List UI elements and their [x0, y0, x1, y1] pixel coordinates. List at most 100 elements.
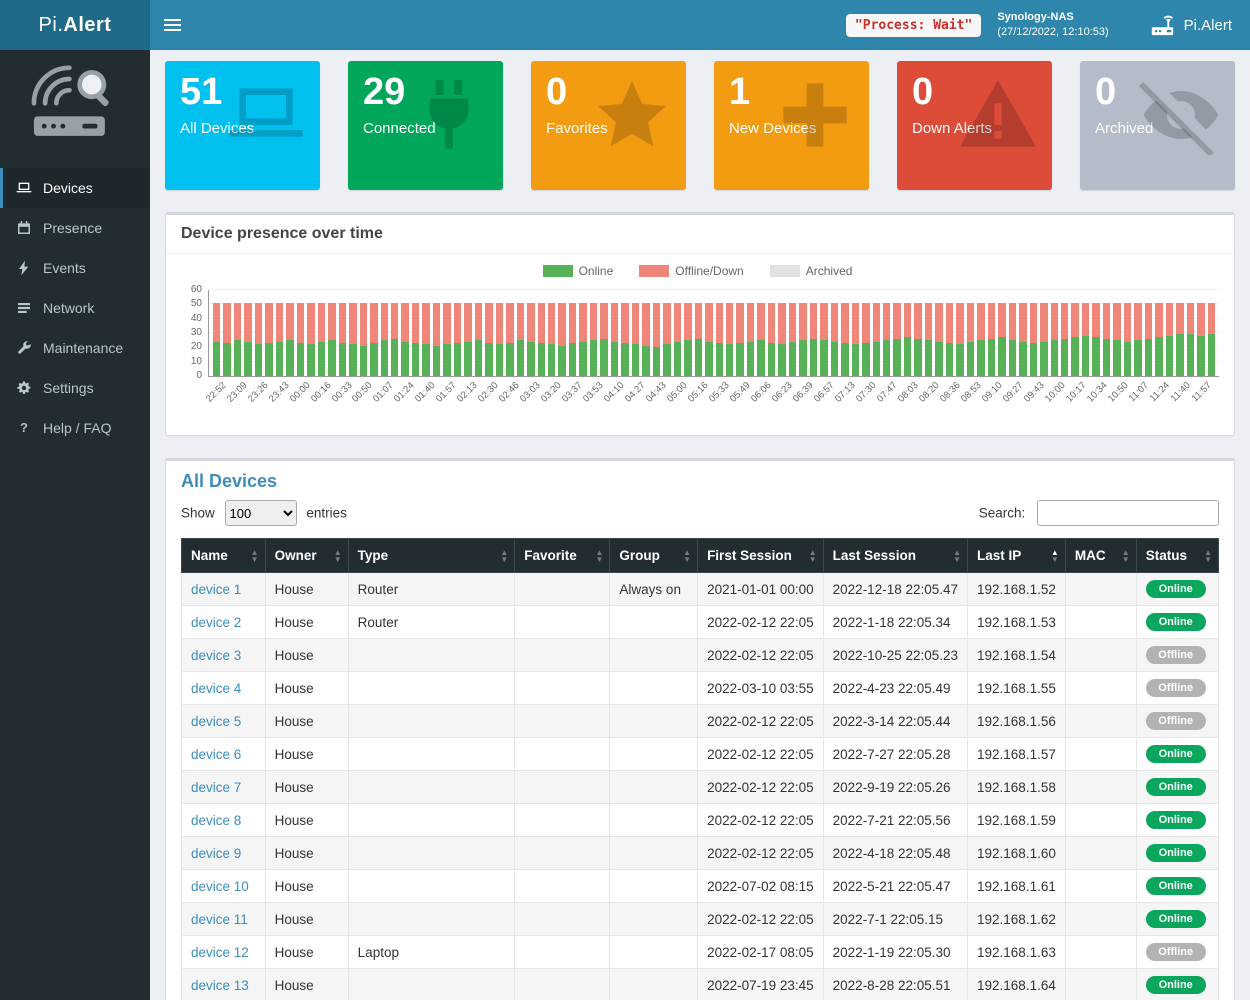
presence-bar: [265, 290, 273, 376]
cell-last-session: 2022-7-1 22:05.15: [822, 902, 969, 936]
page-length-select[interactable]: 100: [224, 500, 297, 526]
segment-offline: [862, 302, 870, 344]
app-logo[interactable]: Pi. Alert: [0, 0, 150, 50]
cell-group: [609, 605, 699, 639]
cell-type: [347, 869, 516, 903]
cell-last-session: 2022-10-25 22:05.23: [822, 638, 969, 672]
cell-mac: [1064, 770, 1137, 804]
card-all-devices[interactable]: 51 All Devices: [165, 61, 320, 190]
cell-last-ip: 192.168.1.62: [967, 902, 1066, 936]
presence-bar: [715, 290, 723, 376]
device-link[interactable]: device 6: [191, 746, 242, 762]
card-new-devices[interactable]: 1 New Devices: [714, 61, 869, 190]
segment-offline: [820, 302, 828, 341]
search-input[interactable]: [1037, 500, 1219, 526]
cell-mac: [1064, 935, 1137, 969]
cell-last-session: 2022-1-19 22:05.30: [822, 935, 969, 969]
card-favorites[interactable]: 0 Favorites: [531, 61, 686, 190]
network-icon: [16, 300, 34, 316]
column-header-last-ip[interactable]: Last IP ▲ ▼: [967, 538, 1066, 573]
segment-offline: [579, 302, 587, 342]
segment-offline: [1040, 302, 1048, 342]
sidebar-item-maintenance[interactable]: Maintenance: [0, 328, 150, 368]
device-row: device 4 House 2022-03-10 03:55 2022-4-23 2…: [181, 671, 1220, 705]
cell-last-ip: 192.168.1.61: [967, 869, 1066, 903]
sidebar-item-presence[interactable]: Presence: [0, 208, 150, 248]
cell-last-session: 2022-3-14 22:05.44: [822, 704, 969, 738]
column-header-status[interactable]: Status ▲ ▼: [1135, 538, 1220, 573]
column-header-group[interactable]: Group ▲ ▼: [609, 538, 699, 573]
sidebar-item-devices[interactable]: Devices: [0, 168, 150, 208]
presence-bar: [401, 290, 409, 376]
presence-bar: [506, 290, 514, 376]
device-link[interactable]: device 4: [191, 680, 242, 696]
host-timestamp: (27/12/2022, 12:10:53): [997, 26, 1109, 38]
device-link[interactable]: device 8: [191, 812, 242, 828]
segment-online: [338, 343, 347, 376]
device-row: device 1 House Router Always on 2021-01-01 0…: [181, 572, 1220, 606]
segment-offline: [945, 302, 954, 344]
x-tick-label: 05:33: [707, 380, 732, 405]
sidebar-item-help[interactable]: ? Help / FAQ: [0, 408, 150, 448]
presence-bar: [966, 290, 975, 376]
segment-online: [558, 345, 566, 376]
presence-bar: [328, 290, 336, 376]
segment-offline: [1134, 302, 1142, 341]
status-badge: Online: [1145, 811, 1206, 829]
device-link[interactable]: device 12: [191, 944, 249, 960]
segment-online: [631, 344, 640, 376]
column-header-favorite[interactable]: Favorite ▲ ▼: [514, 538, 611, 573]
segment-online: [778, 344, 786, 376]
cell-status: Online: [1135, 836, 1220, 870]
column-header-last-session[interactable]: Last Session ▲ ▼: [822, 538, 969, 573]
segment-online: [862, 343, 870, 376]
device-link[interactable]: device 13: [191, 977, 249, 993]
presence-bar: [370, 290, 378, 376]
page-length-control: Show 100 entries: [181, 500, 347, 526]
segment-offline: [1019, 302, 1027, 342]
segment-offline: [715, 302, 723, 344]
cell-owner: House: [264, 605, 349, 639]
gear-icon: [16, 380, 34, 396]
y-tick-label: 50: [190, 298, 202, 310]
device-link[interactable]: device 1: [191, 581, 242, 597]
cell-owner: House: [264, 935, 349, 969]
device-link[interactable]: device 10: [191, 878, 249, 894]
segment-offline: [684, 302, 692, 341]
y-tick-label: 20: [190, 341, 202, 353]
device-link[interactable]: device 7: [191, 779, 242, 795]
sidebar-item-events[interactable]: Events: [0, 248, 150, 288]
status-badge: Online: [1145, 844, 1206, 862]
card-archived[interactable]: 0 Archived: [1080, 61, 1235, 190]
column-header-mac[interactable]: MAC ▲ ▼: [1064, 538, 1137, 573]
segment-online: [474, 340, 483, 376]
presence-bar: [1155, 290, 1163, 376]
card-down-alerts[interactable]: 0 Down Alerts: [897, 61, 1052, 190]
sidebar-item-network[interactable]: Network: [0, 288, 150, 328]
device-link[interactable]: device 2: [191, 614, 242, 630]
cell-favorite: [514, 902, 611, 936]
column-header-type[interactable]: Type ▲ ▼: [347, 538, 516, 573]
device-link[interactable]: device 5: [191, 713, 242, 729]
sidebar-toggle-icon[interactable]: [150, 0, 195, 50]
column-header-owner[interactable]: Owner ▲ ▼: [264, 538, 349, 573]
presence-bar: [296, 290, 305, 376]
segment-online: [568, 343, 577, 376]
sidebar-item-settings[interactable]: Settings: [0, 368, 150, 408]
device-link[interactable]: device 11: [191, 911, 248, 927]
column-header-first-session[interactable]: First Session ▲ ▼: [697, 538, 824, 573]
cell-name: device 13: [181, 968, 266, 1000]
device-link[interactable]: device 3: [191, 647, 242, 663]
cell-favorite: [514, 770, 611, 804]
segment-online: [548, 344, 556, 376]
card-connected[interactable]: 29 Connected: [348, 61, 503, 190]
cell-favorite: [514, 671, 611, 705]
x-tick-label: 01:24: [392, 380, 417, 405]
presence-bar: [778, 290, 786, 376]
column-header-name[interactable]: Name ▲ ▼: [181, 538, 266, 573]
device-link[interactable]: device 9: [191, 845, 242, 861]
segment-online: [401, 341, 409, 376]
cell-favorite: [514, 638, 611, 672]
segment-offline: [851, 302, 860, 345]
all-devices-panel: All Devices Show 100 entries Search: Nam…: [165, 458, 1235, 1000]
